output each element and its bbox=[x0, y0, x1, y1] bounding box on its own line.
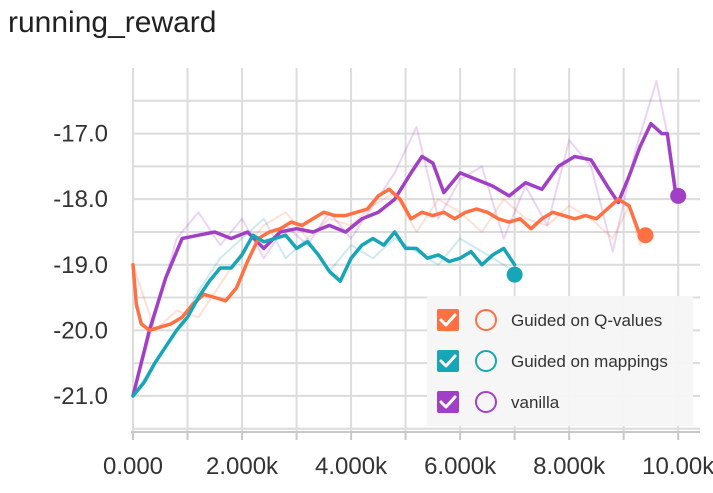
check-icon bbox=[439, 354, 457, 368]
series-line-guided-on-q-values bbox=[131, 187, 648, 333]
check-icon bbox=[439, 313, 457, 327]
y-tick-label: -17.0 bbox=[53, 121, 108, 148]
end-points bbox=[506, 187, 687, 283]
x-tick-label: 10.00k bbox=[642, 453, 713, 480]
x-tick-label: 0.000 bbox=[103, 453, 163, 480]
series-endpoint-guided-on-mappings bbox=[506, 266, 523, 283]
smooth-lines bbox=[131, 121, 680, 398]
legend-box bbox=[427, 296, 693, 426]
check-icon bbox=[439, 395, 457, 409]
y-tick-label: -18.0 bbox=[53, 186, 108, 213]
series-line-guided-on-mappings bbox=[131, 230, 517, 398]
y-tick-label: -19.0 bbox=[53, 252, 108, 279]
y-tick-label: -20.0 bbox=[53, 317, 108, 344]
legend-label-guided-on-q-values: Guided on Q-values bbox=[511, 311, 662, 330]
series-endpoint-vanilla bbox=[670, 187, 687, 204]
legend-label-guided-on-mappings: Guided on mappings bbox=[511, 352, 668, 371]
legend: Guided on Q-values Guided on mappings vani… bbox=[427, 296, 693, 426]
series-line-vanilla bbox=[131, 121, 680, 398]
y-tick-label: -21.0 bbox=[53, 383, 108, 410]
legend-swatch-guided-on-mappings bbox=[475, 350, 497, 372]
x-tick-label: 4.000k bbox=[315, 453, 388, 480]
legend-swatch-vanilla bbox=[475, 391, 497, 413]
legend-swatch-guided-on-q-values bbox=[475, 309, 497, 331]
axes: 0.000 2.000k 4.000k 6.000k 8.000k 10.00k -21.0… bbox=[53, 121, 713, 480]
x-tick-label: 8.000k bbox=[533, 453, 606, 480]
series-endpoint-guided-on-q-values bbox=[637, 227, 654, 244]
x-tick-label: 2.000k bbox=[206, 453, 279, 480]
chart-title: running_reward bbox=[8, 6, 217, 39]
x-tick-label: 6.000k bbox=[424, 453, 497, 480]
legend-label-vanilla: vanilla bbox=[511, 393, 560, 412]
